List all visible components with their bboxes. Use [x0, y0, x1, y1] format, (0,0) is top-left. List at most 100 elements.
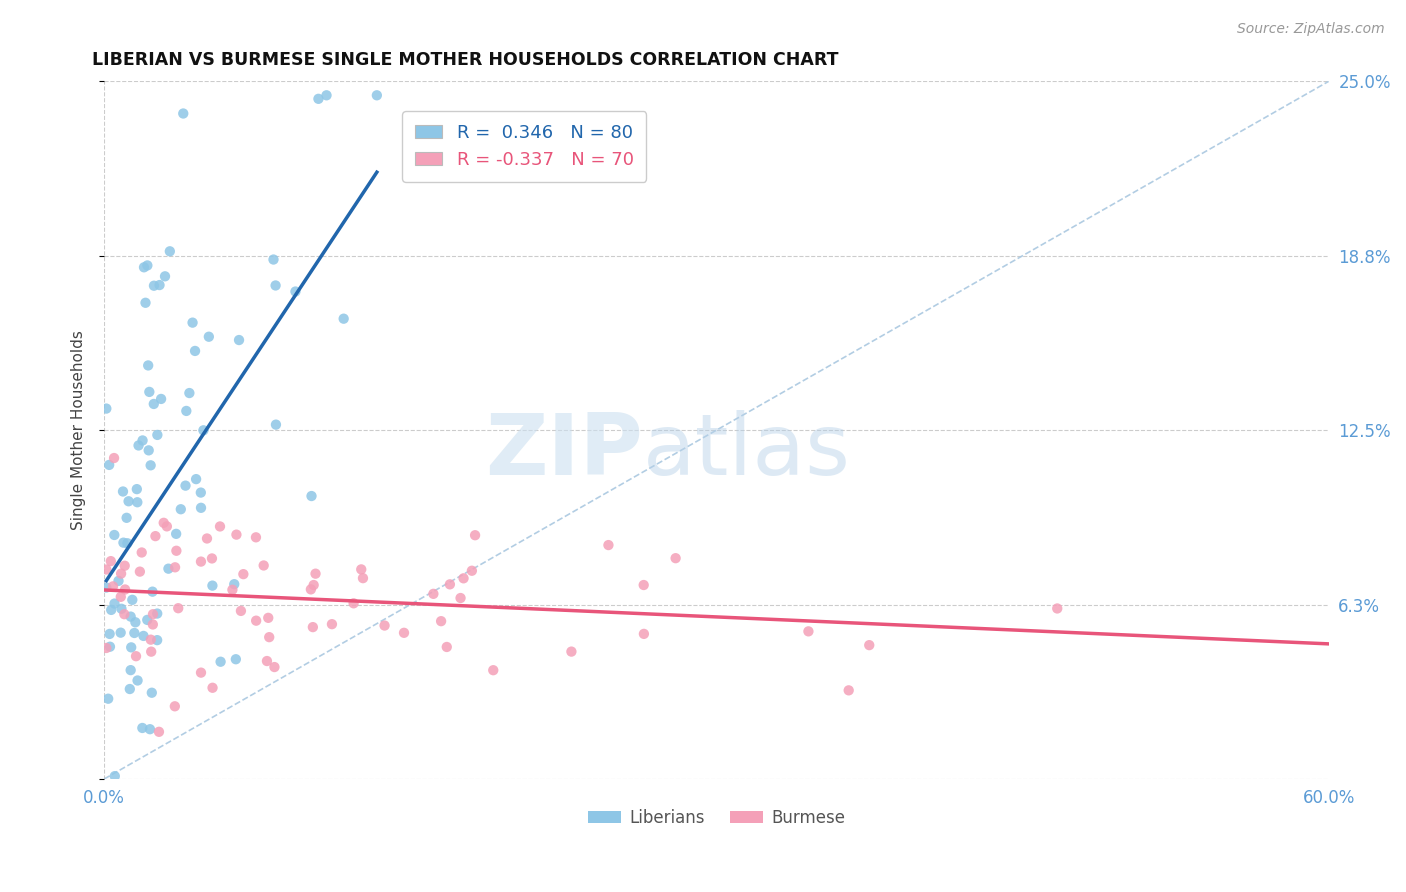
Point	[482, 663, 505, 677]
Point	[141, 686, 163, 700]
Point	[245, 530, 267, 544]
Point	[598, 538, 620, 552]
Point	[170, 502, 193, 516]
Point	[115, 511, 138, 525]
Point	[121, 592, 143, 607]
Point	[302, 620, 325, 634]
Point	[153, 269, 176, 284]
Text: ZIP: ZIP	[485, 409, 643, 492]
Point	[439, 577, 461, 591]
Point	[430, 614, 453, 628]
Point	[124, 626, 146, 640]
Text: Source: ZipAtlas.com: Source: ZipAtlas.com	[1237, 22, 1385, 37]
Point	[150, 392, 173, 406]
Point	[139, 458, 162, 473]
Point	[128, 438, 150, 452]
Point	[120, 663, 142, 677]
Point	[136, 259, 159, 273]
Point	[342, 596, 364, 610]
Point	[301, 489, 323, 503]
Point	[98, 627, 121, 641]
Point	[352, 571, 374, 585]
Point	[224, 577, 246, 591]
Point	[156, 519, 179, 533]
Point	[117, 494, 139, 508]
Point	[167, 601, 190, 615]
Point	[165, 543, 187, 558]
Point	[221, 582, 243, 597]
Point	[176, 404, 198, 418]
Point	[315, 88, 337, 103]
Point	[138, 384, 160, 399]
Point	[332, 311, 354, 326]
Point	[179, 386, 201, 401]
Point	[464, 528, 486, 542]
Point	[201, 551, 224, 566]
Point	[257, 611, 280, 625]
Point	[131, 721, 153, 735]
Point	[142, 607, 165, 622]
Point	[103, 450, 125, 465]
Point	[100, 603, 122, 617]
Point	[172, 106, 194, 120]
Point	[136, 613, 159, 627]
Point	[132, 629, 155, 643]
Point	[100, 554, 122, 568]
Point	[263, 660, 285, 674]
Point	[245, 614, 267, 628]
Point	[142, 397, 165, 411]
Point	[97, 691, 120, 706]
Point	[253, 558, 276, 573]
Point	[163, 699, 186, 714]
Point	[307, 92, 329, 106]
Point	[201, 681, 224, 695]
Point	[1046, 601, 1069, 615]
Point	[141, 645, 163, 659]
Point	[117, 536, 139, 550]
Point	[139, 632, 162, 647]
Point	[142, 617, 165, 632]
Point	[304, 566, 326, 581]
Point	[284, 285, 307, 299]
Point	[201, 579, 224, 593]
Point	[174, 478, 197, 492]
Point	[321, 617, 343, 632]
Point	[184, 472, 207, 486]
Point	[797, 624, 820, 639]
Point	[665, 551, 688, 566]
Point	[96, 562, 118, 576]
Text: atlas: atlas	[643, 409, 851, 492]
Point	[124, 615, 146, 630]
Point	[118, 681, 141, 696]
Point	[257, 630, 280, 644]
Point	[120, 609, 142, 624]
Point	[858, 638, 880, 652]
Point	[152, 516, 174, 530]
Point	[127, 673, 149, 688]
Point	[633, 578, 655, 592]
Point	[560, 644, 582, 658]
Point	[374, 618, 396, 632]
Point	[159, 244, 181, 259]
Point	[120, 640, 142, 655]
Point	[208, 519, 231, 533]
Point	[461, 564, 484, 578]
Point	[228, 333, 250, 347]
Point	[134, 295, 156, 310]
Point	[148, 724, 170, 739]
Point	[450, 591, 472, 605]
Point	[190, 500, 212, 515]
Point	[110, 590, 132, 604]
Point	[633, 627, 655, 641]
Point	[165, 560, 187, 574]
Point	[132, 260, 155, 275]
Point	[141, 584, 163, 599]
Point	[146, 607, 169, 621]
Point	[96, 581, 118, 595]
Point	[145, 529, 167, 543]
Point	[190, 665, 212, 680]
Point	[350, 562, 373, 576]
Point	[366, 88, 388, 103]
Point	[209, 655, 232, 669]
Point	[110, 601, 132, 615]
